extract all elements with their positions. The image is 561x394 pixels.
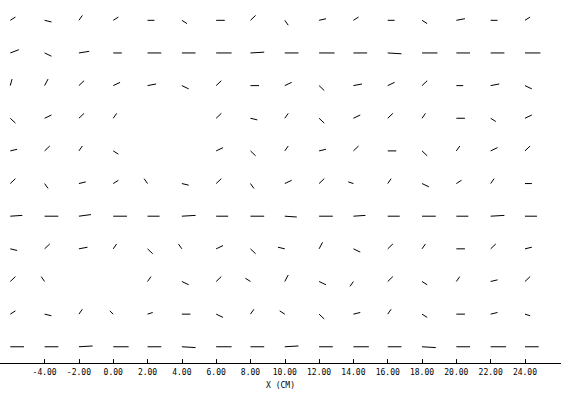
svg-text:16.00: 16.00 xyxy=(376,368,400,377)
svg-text:18.00: 18.00 xyxy=(410,368,434,377)
svg-text:12.00: 12.00 xyxy=(307,368,331,377)
svg-text:20.00: 20.00 xyxy=(444,368,468,377)
svg-text:0.00: 0.00 xyxy=(104,368,123,377)
svg-text:4.00: 4.00 xyxy=(172,368,191,377)
svg-text:14.00: 14.00 xyxy=(341,368,365,377)
svg-text:24.00: 24.00 xyxy=(513,368,537,377)
svg-text:10.00: 10.00 xyxy=(273,368,297,377)
svg-text:-2.00: -2.00 xyxy=(67,368,91,377)
svg-text:8.00: 8.00 xyxy=(241,368,260,377)
svg-text:22.00: 22.00 xyxy=(479,368,503,377)
svg-text:-4.00: -4.00 xyxy=(33,368,57,377)
svg-text:2.00: 2.00 xyxy=(138,368,157,377)
svg-text:X (CM): X (CM) xyxy=(266,381,295,390)
svg-text:6.00: 6.00 xyxy=(207,368,226,377)
